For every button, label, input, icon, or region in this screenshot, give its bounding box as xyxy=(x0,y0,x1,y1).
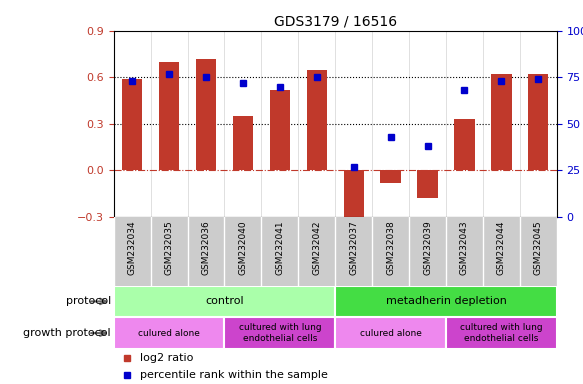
Text: GSM232043: GSM232043 xyxy=(460,220,469,275)
Bar xyxy=(224,317,335,349)
Text: GSM232034: GSM232034 xyxy=(128,220,136,275)
Bar xyxy=(159,62,179,170)
Text: protocol: protocol xyxy=(65,296,111,306)
Text: log2 ratio: log2 ratio xyxy=(141,353,194,363)
Text: GSM232036: GSM232036 xyxy=(202,220,210,275)
Bar xyxy=(381,170,401,183)
Text: GSM232040: GSM232040 xyxy=(238,220,247,275)
Text: GSM232044: GSM232044 xyxy=(497,220,506,275)
Text: GSM232037: GSM232037 xyxy=(349,220,358,275)
Text: growth protocol: growth protocol xyxy=(23,328,111,338)
Text: GSM232042: GSM232042 xyxy=(312,220,321,275)
Bar xyxy=(196,59,216,170)
Bar xyxy=(270,90,290,170)
Bar xyxy=(114,217,557,286)
Text: GSM232041: GSM232041 xyxy=(275,220,285,275)
Text: cultured with lung
endothelial cells: cultured with lung endothelial cells xyxy=(238,323,321,343)
Text: GSM232039: GSM232039 xyxy=(423,220,432,275)
Bar xyxy=(233,116,253,170)
Text: GSM232045: GSM232045 xyxy=(534,220,543,275)
Bar xyxy=(528,74,549,170)
Bar xyxy=(454,119,475,170)
Bar xyxy=(335,317,446,349)
Text: metadherin depletion: metadherin depletion xyxy=(385,296,507,306)
Text: GSM232035: GSM232035 xyxy=(164,220,174,275)
Text: GSM232038: GSM232038 xyxy=(386,220,395,275)
Bar xyxy=(122,79,142,170)
Bar xyxy=(343,170,364,220)
Text: percentile rank within the sample: percentile rank within the sample xyxy=(141,370,328,381)
Bar xyxy=(114,317,224,349)
Text: culured alone: culured alone xyxy=(138,329,200,338)
Bar xyxy=(335,286,557,317)
Text: cultured with lung
endothelial cells: cultured with lung endothelial cells xyxy=(460,323,543,343)
Bar xyxy=(307,70,327,170)
Title: GDS3179 / 16516: GDS3179 / 16516 xyxy=(273,14,397,28)
Text: control: control xyxy=(205,296,244,306)
Bar xyxy=(446,317,557,349)
Text: culured alone: culured alone xyxy=(360,329,422,338)
Bar xyxy=(417,170,438,199)
Bar xyxy=(491,74,511,170)
Bar xyxy=(114,286,335,317)
